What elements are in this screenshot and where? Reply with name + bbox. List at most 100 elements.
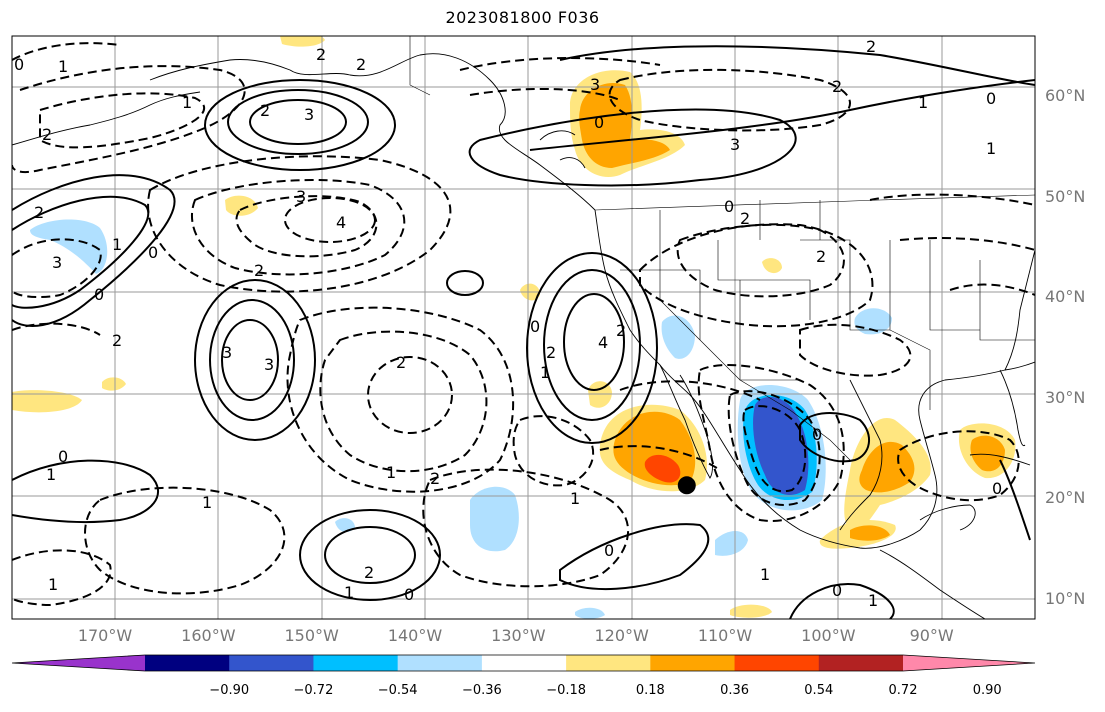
shading-warm-gulf-inner (859, 441, 915, 493)
contour-label: 2 (34, 203, 44, 222)
lat-label: 50°N (1045, 186, 1086, 206)
coast-yucatan (919, 504, 976, 531)
shading-warm-small-4 (730, 604, 772, 618)
shading-cool-pacific-west (30, 219, 108, 274)
coast-aleutians (12, 91, 201, 146)
lon-label: 130°W (491, 626, 546, 645)
contour-label: 0 (604, 541, 614, 560)
colorbar-extend-high (903, 655, 1035, 671)
colorbar-segment (229, 655, 314, 671)
contour-label: 0 (832, 581, 842, 600)
contour-label: 2 (356, 55, 366, 74)
contour-labels: 0 1 1 2 3 2 2 3 2 3 2 0 2 3 4 0 2 1 0 2 … (14, 37, 1002, 610)
colorbar-segment (566, 655, 651, 671)
contour-label: 4 (598, 333, 608, 352)
contour-label: 0 (986, 89, 996, 108)
contour-label: 1 (344, 583, 354, 602)
colorbar-segment (818, 655, 904, 671)
contour-label: 0 (594, 113, 604, 132)
contour-label: 1 (386, 463, 396, 482)
contour-label: 1 (112, 235, 122, 254)
colorbar-tick-label: −0.36 (461, 683, 502, 698)
shading-warm-pacific-small (225, 195, 258, 216)
contour-label: 2 (832, 77, 842, 96)
contour-label: 3 (264, 355, 274, 374)
coast-alaska (149, 53, 596, 211)
contour-label: 1 (540, 363, 550, 382)
coast-east-us (1004, 249, 1035, 371)
contour-label: 2 (112, 331, 122, 350)
lon-label: 100°W (801, 626, 856, 645)
colorbar-segment (145, 655, 230, 671)
lat-label: 10°N (1045, 588, 1086, 608)
colorbar-segment (313, 655, 399, 671)
contour-label: 1 (46, 465, 56, 484)
colorbar-tick-label: 0.18 (635, 683, 665, 698)
colorbar-tick-label: 0.90 (972, 683, 1002, 698)
contour-label: 0 (724, 197, 734, 216)
contours-positive (12, 45, 1035, 619)
contour-label: 1 (570, 489, 580, 508)
contour-label: 0 (94, 285, 104, 304)
contour-label: 1 (918, 93, 928, 112)
shading-warm-topleft (280, 36, 325, 47)
contour-label: 1 (182, 93, 192, 112)
shading-cool-pacific-south (715, 531, 748, 556)
coast-central-america (879, 549, 986, 619)
shading-cool-pacific-mid (470, 486, 519, 552)
shading-warm-small-3 (762, 258, 782, 274)
lon-label: 150°W (284, 626, 339, 645)
lon-label: 90°W (909, 626, 954, 645)
shading-warm-alaska-inner (579, 82, 670, 168)
contour-label: 2 (42, 125, 52, 144)
contour-label: 3 (52, 253, 62, 272)
colorbar-segment (650, 655, 736, 671)
contour-label: 0 (404, 585, 414, 604)
colorbar-extend-low (12, 655, 145, 671)
shaded-anomalies (12, 36, 1016, 619)
contour-label: 1 (760, 565, 770, 584)
contour-label: 0 (812, 425, 822, 444)
contour-label: 1 (868, 591, 878, 610)
colorbar-tick-label: 0.36 (720, 683, 750, 698)
coast-cuba (969, 453, 1031, 466)
colorbar-segment (481, 655, 567, 671)
contour-label: 3 (590, 75, 600, 94)
contour-label: 4 (336, 213, 346, 232)
coast-canada-islands (539, 130, 586, 169)
contour-label: 2 (740, 209, 750, 228)
shading-warm-baja-core (644, 454, 681, 483)
contour-label: 0 (992, 479, 1002, 498)
coast-mexico-east (839, 379, 883, 531)
coast-florida (999, 369, 1026, 447)
colorbar (11, 654, 1036, 672)
shading-warm-left-edge (12, 390, 82, 413)
contour-label: 2 (546, 343, 556, 362)
contour-label: 2 (254, 261, 264, 280)
colorbar-tick-label: −0.18 (546, 683, 587, 698)
contour-label: 3 (296, 187, 306, 206)
lat-label: 20°N (1045, 488, 1086, 508)
colorbar-tick-label: 0.72 (888, 683, 918, 698)
contour-label: 2 (616, 321, 626, 340)
contour-label: 0 (14, 55, 24, 74)
contour-label: 2 (396, 353, 406, 372)
coast-gulf (918, 361, 1035, 531)
contour-label: 3 (222, 343, 232, 362)
lat-label: 30°N (1045, 387, 1086, 407)
contour-label: 0 (530, 317, 540, 336)
colorbar-tick-label: −0.54 (377, 683, 418, 698)
colorbar-tick-label: 0.54 (804, 683, 834, 698)
contour-label: 3 (730, 135, 740, 154)
contour-label: 3 (304, 105, 314, 124)
shading-warm-baja-north (588, 381, 612, 408)
coast-mexico-west (689, 394, 921, 549)
lon-label: 160°W (181, 626, 236, 645)
map-frame (11, 35, 1036, 620)
contour-label: 2 (260, 101, 270, 120)
contour-label: 1 (48, 575, 58, 594)
contour-label: 1 (58, 57, 68, 76)
location-marker (677, 476, 696, 495)
colorbar-segment (734, 655, 820, 671)
colorbar-tick-label: −0.90 (209, 683, 250, 698)
